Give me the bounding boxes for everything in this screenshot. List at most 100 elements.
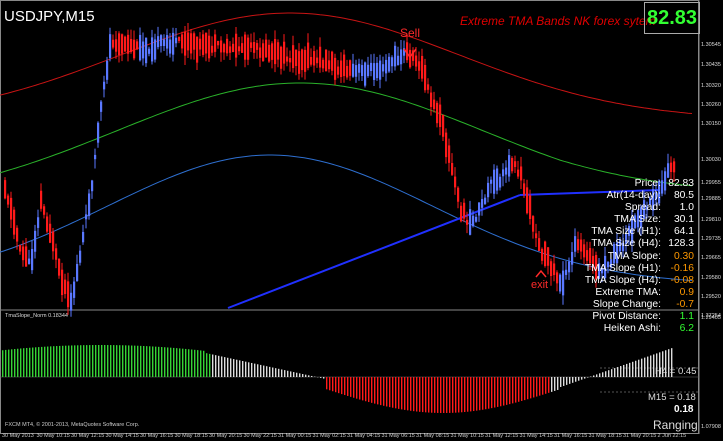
slope-bar bbox=[647, 356, 649, 377]
slope-bar bbox=[257, 364, 259, 377]
slope-bar bbox=[11, 349, 13, 377]
candle-body bbox=[649, 197, 652, 206]
candle-body bbox=[364, 62, 367, 86]
slope-bar bbox=[458, 377, 460, 413]
candle-body bbox=[154, 39, 157, 60]
candle-body bbox=[517, 169, 520, 177]
candle-body bbox=[484, 197, 487, 204]
lower-band-line bbox=[0, 154, 693, 281]
slope-bar bbox=[419, 377, 421, 412]
candle-body bbox=[466, 219, 469, 225]
slope-bar bbox=[566, 377, 568, 385]
candle-body bbox=[292, 45, 295, 69]
slope-bar bbox=[242, 361, 244, 377]
time-axis-label: 30 May 12:15 bbox=[71, 433, 105, 439]
slope-bar bbox=[668, 349, 670, 377]
candle-body bbox=[625, 232, 628, 244]
candle-body bbox=[214, 34, 217, 52]
slope-bar bbox=[134, 345, 136, 377]
slope-bar bbox=[665, 350, 667, 377]
time-axis-label: 31 May 00:15 bbox=[278, 433, 312, 439]
slope-bar bbox=[515, 377, 517, 403]
slope-bar bbox=[638, 359, 640, 377]
slope-bar bbox=[293, 372, 295, 377]
slope-bar bbox=[671, 348, 673, 377]
slope-bar bbox=[644, 357, 646, 377]
slope-bar bbox=[71, 345, 73, 377]
stat-value: 128.3 bbox=[668, 238, 694, 250]
slope-bar bbox=[179, 348, 181, 377]
slope-bar bbox=[32, 347, 34, 377]
slope-bar bbox=[29, 347, 31, 377]
slope-bar bbox=[539, 377, 541, 396]
stat-value: 64.1 bbox=[673, 226, 694, 238]
candle-body bbox=[589, 248, 592, 264]
candle-body bbox=[61, 269, 64, 296]
slope-bar bbox=[593, 375, 595, 377]
slope-bar bbox=[401, 377, 403, 410]
slope-bar bbox=[125, 345, 127, 377]
candle-body bbox=[463, 202, 466, 219]
candle-body bbox=[358, 63, 361, 73]
candle-body bbox=[346, 65, 349, 78]
price-axis-label: 1.30030 bbox=[701, 157, 721, 163]
slope-bar bbox=[578, 377, 580, 381]
candle-body bbox=[658, 181, 661, 204]
candle-body bbox=[256, 43, 259, 50]
stat-row: Slope Change: -0.7 bbox=[582, 299, 694, 311]
price-axis-label: 1.29665 bbox=[701, 255, 721, 261]
candle-body bbox=[121, 34, 124, 54]
candle-body bbox=[334, 57, 337, 80]
time-axis-label: 30 May 2013 bbox=[2, 433, 34, 439]
time-axis-label: 31 May 06:15 bbox=[381, 433, 415, 439]
price-axis-label: 1.29955 bbox=[701, 180, 721, 186]
slope-bar bbox=[491, 377, 493, 409]
candle-body bbox=[415, 55, 418, 67]
candle-body bbox=[388, 56, 391, 72]
stat-value: 1.0 bbox=[679, 202, 694, 214]
candle-body bbox=[457, 187, 460, 202]
slope-bar bbox=[263, 365, 265, 377]
slope-bar bbox=[209, 353, 211, 377]
slope-bar bbox=[500, 377, 502, 407]
slope-bar bbox=[404, 377, 406, 410]
slope-bar bbox=[545, 377, 547, 394]
candle-body bbox=[598, 263, 601, 279]
candle-body bbox=[328, 60, 331, 70]
candle-body bbox=[124, 36, 127, 52]
candle-body bbox=[226, 38, 229, 54]
price-axis-label: 1.29520 bbox=[701, 294, 721, 300]
slope-bar bbox=[497, 377, 499, 407]
candle-body bbox=[490, 179, 493, 184]
slope-bar bbox=[662, 351, 664, 377]
stat-value: 0.9 bbox=[679, 286, 694, 298]
candle-body bbox=[379, 60, 382, 80]
slope-bar bbox=[434, 377, 436, 413]
candle-body bbox=[601, 267, 604, 274]
slope-bar bbox=[227, 357, 229, 377]
copyright-text: FXCM MT4, © 2001-2013, MetaQuotes Softwa… bbox=[5, 422, 140, 428]
slope-bar bbox=[272, 367, 274, 377]
candle-body bbox=[541, 248, 544, 261]
slope-bar bbox=[641, 358, 643, 377]
slope-bar bbox=[551, 377, 553, 392]
stats-panel: Price: 82.83 Atr(14-day): 80.5 Spread: 1.0 TMA… bbox=[582, 178, 694, 335]
slope-bar bbox=[524, 377, 526, 401]
time-axis-label: 2 Jun 22:15 bbox=[657, 433, 687, 439]
slope-bar bbox=[521, 377, 523, 401]
stat-label: TMA Slope (H4): bbox=[584, 274, 661, 286]
candle-body bbox=[352, 63, 355, 77]
slope-bar bbox=[374, 377, 376, 404]
stat-value: -0.16 bbox=[670, 262, 694, 274]
middle-band-line bbox=[0, 82, 693, 187]
slope-bar bbox=[431, 377, 433, 413]
candle-body bbox=[610, 259, 613, 267]
candle-body bbox=[424, 64, 427, 91]
sell-signal-label: Sell bbox=[400, 26, 421, 40]
price-axis-label: 1.37254 bbox=[701, 313, 721, 319]
candle-body bbox=[604, 255, 607, 279]
slope-bar bbox=[302, 374, 304, 377]
time-axis-label: 31 May 08:15 bbox=[416, 433, 450, 439]
slope-bar bbox=[221, 356, 223, 377]
